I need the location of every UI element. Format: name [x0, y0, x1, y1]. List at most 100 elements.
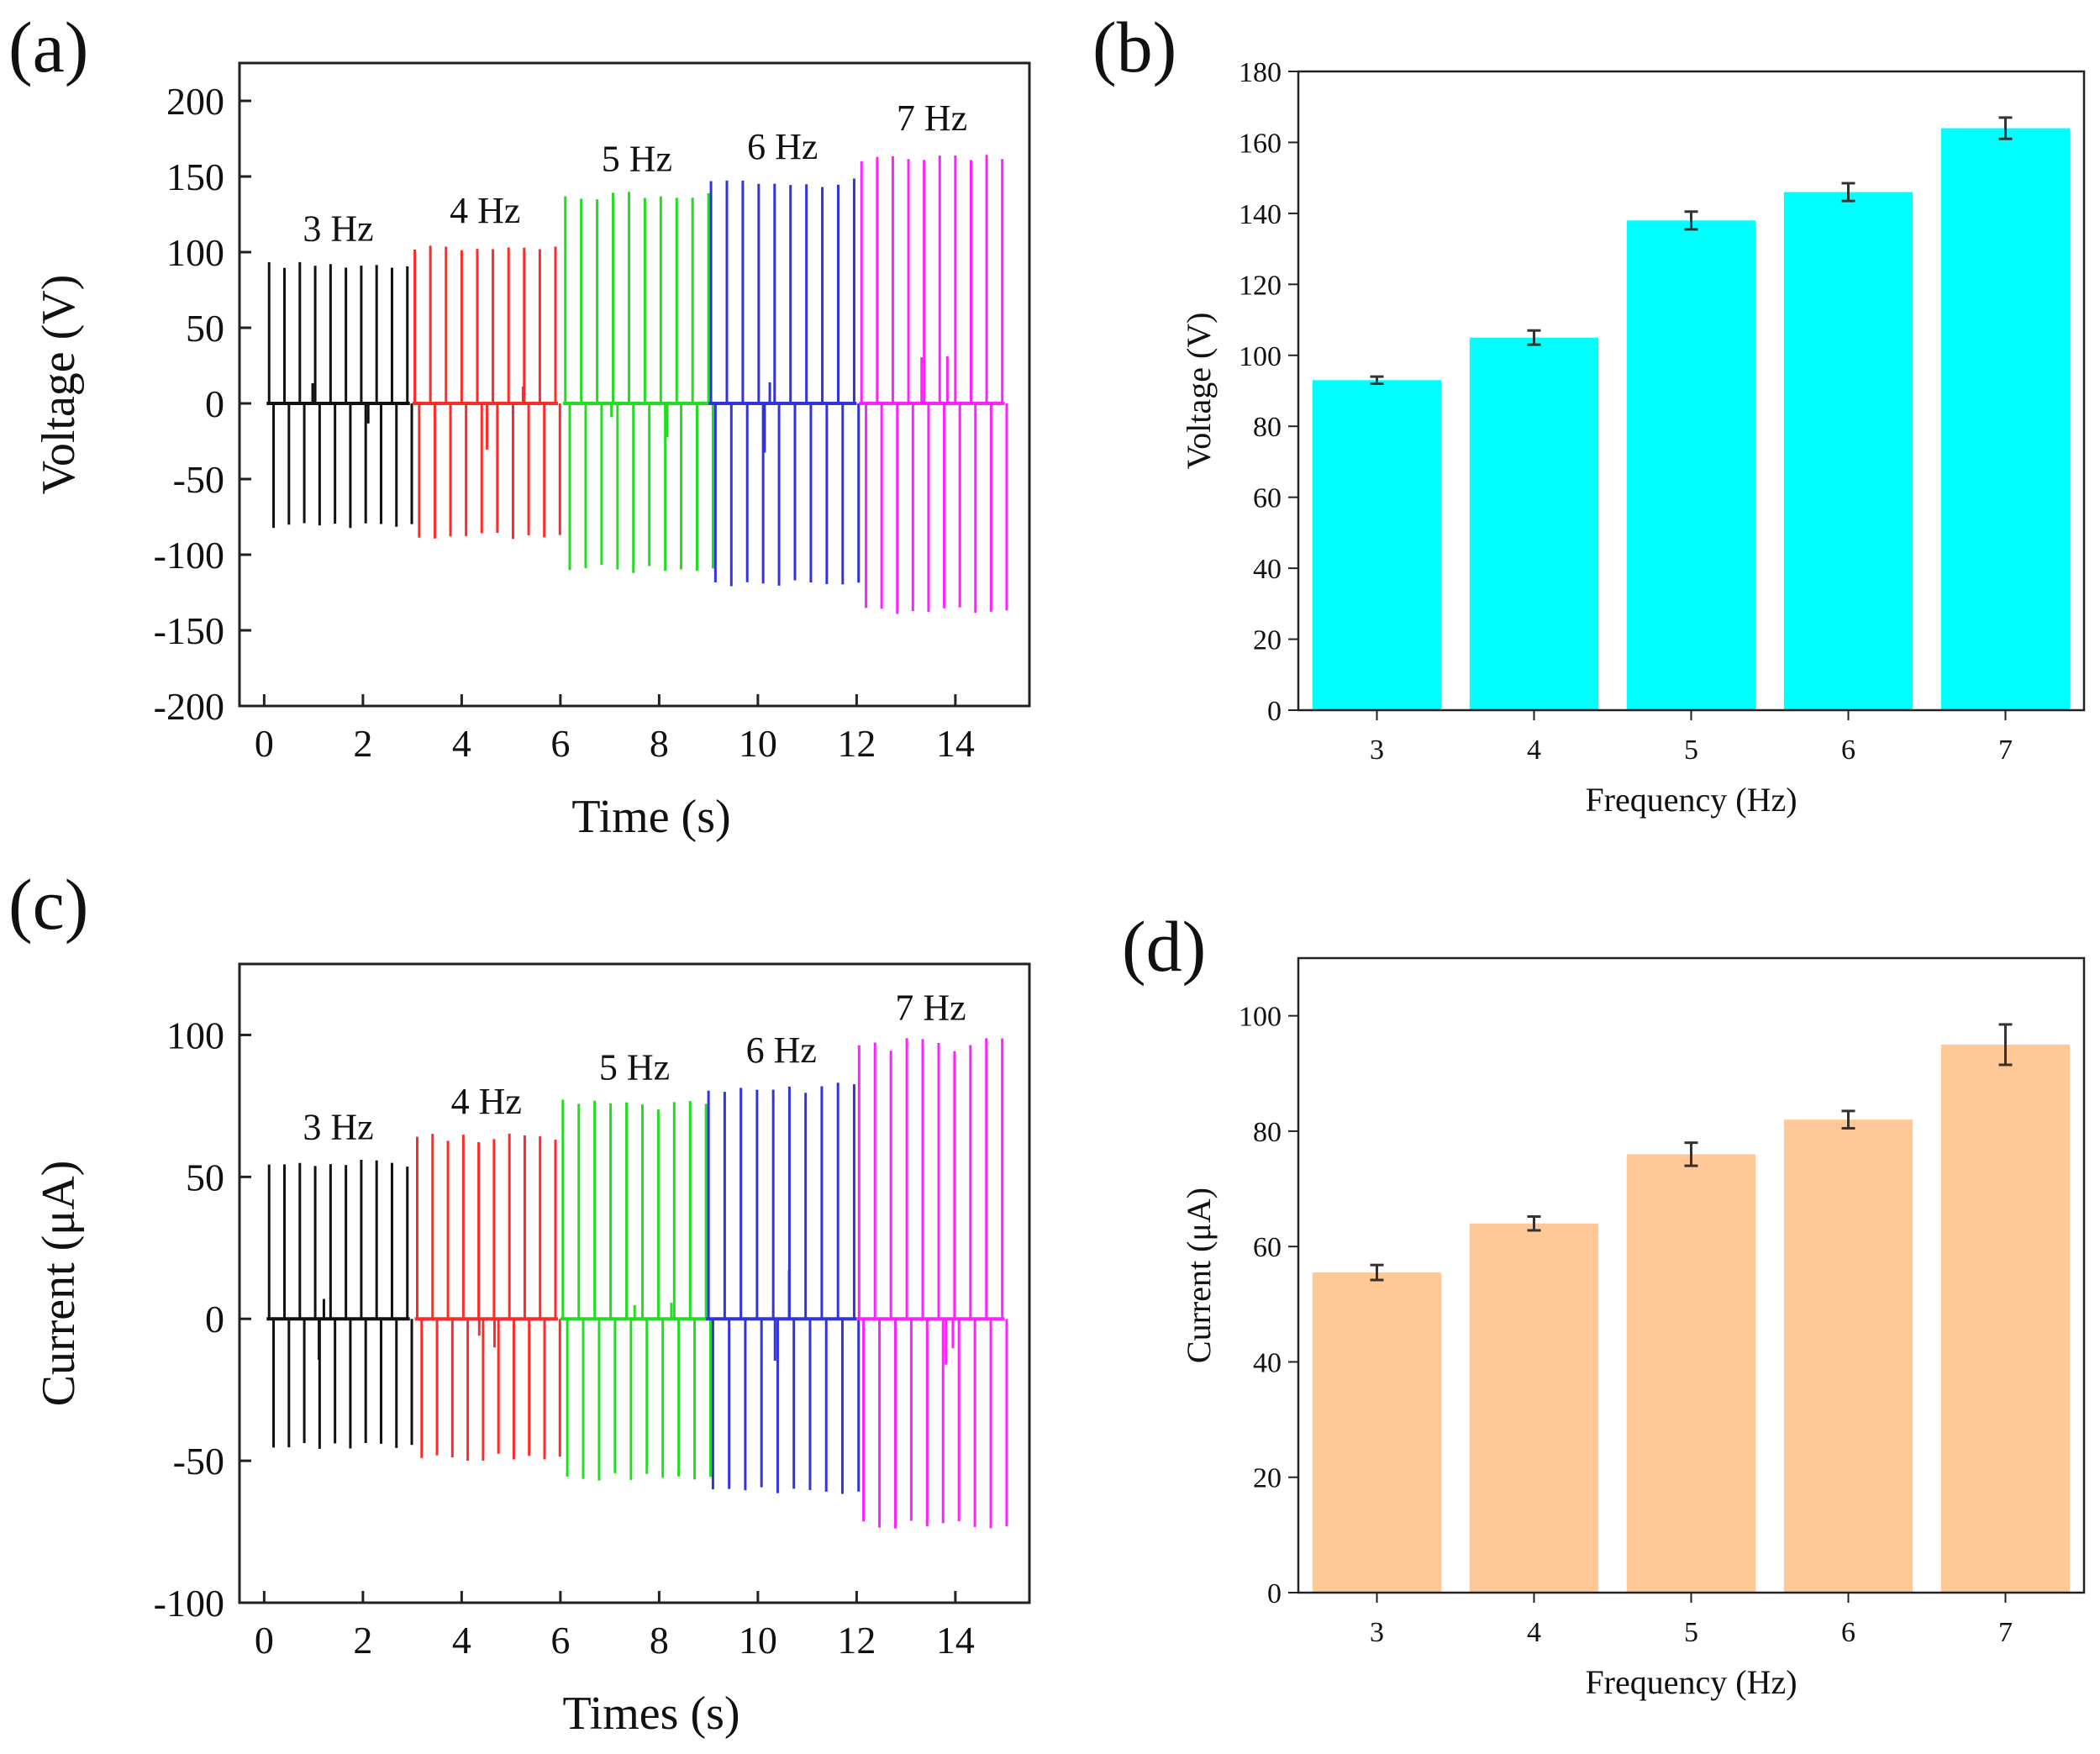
panel-b-xtick-label: 3	[1370, 735, 1384, 766]
panel-b-ytick-label: 40	[1253, 554, 1282, 585]
panel-b-ytick-label: 100	[1239, 341, 1282, 372]
panel-b-ytick-label: 0	[1267, 696, 1282, 727]
panel-c-xtick-label: 0	[255, 1619, 274, 1662]
panel-a-plot-frame	[238, 61, 1031, 708]
panel-c-ytick-label: 100	[166, 1014, 224, 1056]
panel-a-ytick-label: 200	[166, 80, 224, 123]
panel-b-bar-5	[1626, 220, 1756, 710]
panel-a-series-6hz	[708, 178, 861, 587]
panel-d-y-axis-title: Current (μA)	[1180, 1188, 1218, 1363]
panel-b-ytick-label: 20	[1253, 625, 1282, 656]
panel-c-series-7hz	[856, 1038, 1008, 1529]
panel-d-ytick-label: 60	[1253, 1232, 1282, 1263]
panel-a-annotation-3hz: 3 Hz	[303, 208, 373, 249]
panel-c-y-axis-title: Current (μA)	[33, 1161, 85, 1407]
panel-c-plot-frame	[238, 962, 1031, 1604]
panel-a-ytick-label: 0	[205, 382, 224, 425]
panel-a-xtick-label: 4	[452, 722, 471, 765]
panel-d-bar-6	[1783, 1119, 1913, 1593]
panel-c-annotation-6hz: 6 Hz	[746, 1030, 817, 1071]
panel-d-xtick-label: 3	[1370, 1617, 1384, 1648]
panel-a-x-axis-title: Time (s)	[571, 791, 730, 843]
panel-d-plot-frame	[1297, 956, 2086, 1594]
panel-c-xtick-label: 10	[739, 1619, 777, 1662]
panel-d-xtick-label: 5	[1684, 1617, 1698, 1648]
panel-c-ytick-label: -100	[154, 1582, 224, 1625]
panel-c-xtick-label: 14	[936, 1619, 975, 1662]
panel-c-ytick-label: 0	[205, 1298, 224, 1341]
panel-c-series-6hz	[706, 1082, 861, 1494]
panel-a-xtick-label: 12	[837, 722, 876, 765]
panel-c-xtick-label: 4	[452, 1619, 471, 1662]
panel-d-bar-7	[1940, 1044, 2071, 1593]
panel-c-ytick-label: -50	[173, 1440, 224, 1483]
panel-d-ytick-label: 40	[1253, 1347, 1282, 1378]
panel-a-xtick-label: 8	[650, 722, 669, 765]
panel-d-bar-5	[1626, 1154, 1756, 1593]
panel-a-xtick-label: 2	[353, 722, 372, 765]
panel-c-xtick-label: 12	[837, 1619, 876, 1662]
panel-b-xtick-label: 6	[1841, 735, 1855, 766]
panel-b-xtick-label: 7	[1998, 735, 2013, 766]
panel-a-ytick-label: -150	[154, 609, 224, 652]
panel-a-annotation-6hz: 6 Hz	[747, 126, 818, 167]
panel-a-annotation-7hz: 7 Hz	[897, 97, 967, 139]
panel-d-ytick-label: 0	[1267, 1578, 1282, 1609]
panel-b-ytick-label: 120	[1239, 270, 1282, 301]
panel-d-x-axis-title: Frequency (Hz)	[1585, 1663, 1797, 1701]
panel-c-series-5hz	[560, 1099, 712, 1481]
panel-d-bar-4	[1469, 1223, 1599, 1593]
panel-b-plot-frame	[1297, 70, 2086, 712]
panel-d-ytick-label: 80	[1253, 1117, 1282, 1148]
panel-a-xtick-label: 6	[550, 722, 570, 765]
panel-c-annotation-7hz: 7 Hz	[895, 988, 966, 1029]
panel-b-label: (b)	[1092, 7, 1176, 87]
panel-a-series-4hz	[412, 245, 561, 540]
panel-b-xtick-label: 4	[1527, 735, 1541, 766]
panel-a-annotation-4hz: 4 Hz	[450, 190, 520, 231]
panel-d-ytick-label: 100	[1239, 1002, 1282, 1033]
panel-c-annotation-4hz: 4 Hz	[451, 1081, 522, 1122]
panel-a-ytick-label: 50	[186, 307, 224, 350]
panel-a-xtick-label: 14	[936, 722, 975, 765]
panel-a-xtick-label: 0	[255, 722, 274, 765]
panel-a-annotation-5hz: 5 Hz	[602, 139, 672, 180]
panel-b-ytick-label: 80	[1253, 412, 1282, 443]
panel-a-series-5hz	[562, 192, 714, 573]
panel-d-label: (d)	[1122, 906, 1206, 987]
panel-a-ytick-label: 150	[166, 155, 224, 198]
panel-c-annotation-5hz: 5 Hz	[599, 1047, 670, 1088]
panel-b-bar-4	[1469, 337, 1599, 710]
panel-c-xtick-label: 8	[650, 1619, 669, 1662]
panel-a-ytick-label: -50	[173, 458, 224, 501]
panel-c-x-axis-title: Times (s)	[562, 1688, 739, 1740]
panel-b-ytick-label: 60	[1253, 483, 1282, 514]
panel-c-xtick-label: 6	[550, 1619, 570, 1662]
panel-b-xtick-label: 5	[1684, 735, 1698, 766]
panel-d-ytick-label: 20	[1253, 1463, 1282, 1494]
panel-b-y-axis-title: Voltage (V)	[1180, 313, 1218, 470]
panel-c-label: (c)	[8, 864, 88, 945]
panel-c-ytick-label: 50	[186, 1156, 224, 1198]
panel-c-series-3hz	[266, 1159, 413, 1449]
panel-a-ytick-label: 100	[166, 231, 224, 274]
panel-b-bar-7	[1940, 128, 2071, 711]
panel-d-xtick-label: 6	[1841, 1617, 1855, 1648]
panel-c-xtick-label: 2	[353, 1619, 372, 1662]
panel-a-xtick-label: 10	[739, 722, 777, 765]
panel-a-ytick-label: -200	[154, 685, 224, 728]
panel-a-series-7hz	[859, 155, 1008, 614]
panel-c-series-4hz	[414, 1133, 561, 1461]
panel-a-series-3hz	[266, 261, 413, 529]
panel-d-xtick-label: 4	[1527, 1617, 1541, 1648]
panel-a-ytick-label: -100	[154, 534, 224, 577]
panel-d-xtick-label: 7	[1998, 1617, 2013, 1648]
panel-b-ytick-label: 160	[1239, 128, 1282, 159]
panel-a-label: (a)	[8, 7, 88, 87]
panel-b-bar-6	[1783, 192, 1913, 711]
panel-a-y-axis-title: Voltage (V)	[33, 275, 85, 495]
panel-b-ytick-label: 180	[1239, 57, 1282, 88]
panel-b-bar-3	[1312, 380, 1442, 710]
panel-d-bar-3	[1312, 1272, 1442, 1593]
